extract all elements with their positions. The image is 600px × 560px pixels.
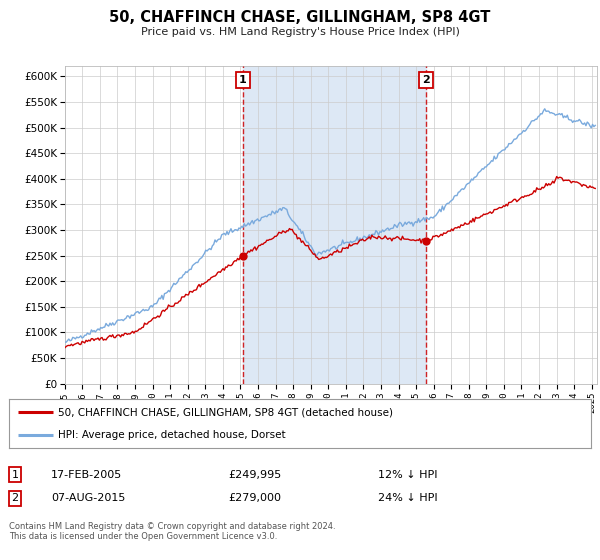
Text: 2: 2 <box>11 493 19 503</box>
Text: 2: 2 <box>422 76 430 85</box>
Text: £249,995: £249,995 <box>228 470 281 480</box>
Text: 50, CHAFFINCH CHASE, GILLINGHAM, SP8 4GT: 50, CHAFFINCH CHASE, GILLINGHAM, SP8 4GT <box>109 10 491 25</box>
Text: 17-FEB-2005: 17-FEB-2005 <box>51 470 122 480</box>
Bar <box>242 66 427 384</box>
Text: 50, CHAFFINCH CHASE, GILLINGHAM, SP8 4GT (detached house): 50, CHAFFINCH CHASE, GILLINGHAM, SP8 4GT… <box>58 407 394 417</box>
Text: 1: 1 <box>11 470 19 480</box>
Text: HPI: Average price, detached house, Dorset: HPI: Average price, detached house, Dors… <box>58 430 286 440</box>
Text: 24% ↓ HPI: 24% ↓ HPI <box>378 493 437 503</box>
Text: Price paid vs. HM Land Registry's House Price Index (HPI): Price paid vs. HM Land Registry's House … <box>140 27 460 37</box>
Text: 1: 1 <box>239 76 247 85</box>
Text: 07-AUG-2015: 07-AUG-2015 <box>51 493 125 503</box>
Text: 12% ↓ HPI: 12% ↓ HPI <box>378 470 437 480</box>
Text: Contains HM Land Registry data © Crown copyright and database right 2024.
This d: Contains HM Land Registry data © Crown c… <box>9 522 335 542</box>
Text: £279,000: £279,000 <box>228 493 281 503</box>
